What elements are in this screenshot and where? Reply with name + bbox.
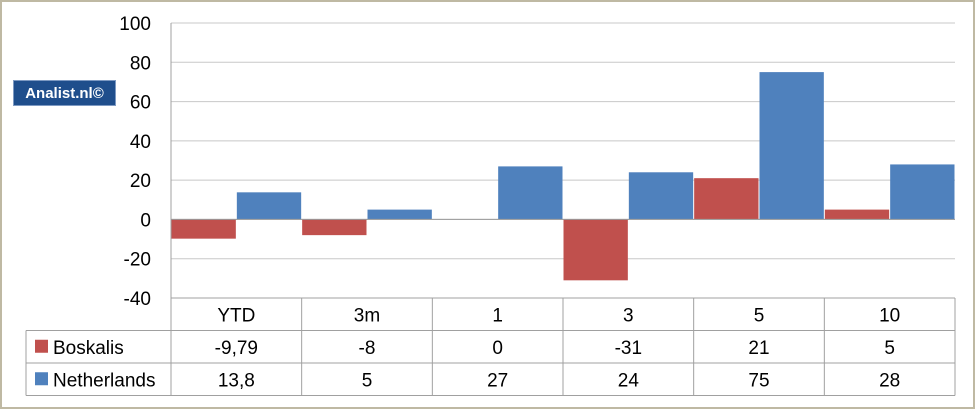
x-category-label: 1 — [492, 305, 503, 326]
watermark-badge: Analist.nl© — [13, 80, 116, 106]
bar-boskalis — [563, 219, 628, 281]
bar-netherlands — [759, 72, 824, 220]
x-category-label: 5 — [754, 305, 765, 326]
data-label: -9,79 — [215, 338, 258, 359]
bar-boskalis — [302, 219, 367, 236]
bar-netherlands — [367, 209, 432, 220]
y-tick-label: 20 — [130, 171, 151, 192]
y-tick-label: 80 — [130, 53, 151, 74]
y-tick-label: 60 — [130, 93, 151, 114]
y-tick-label: 100 — [119, 14, 151, 35]
data-label: 24 — [618, 370, 640, 391]
y-tick-label: 0 — [140, 210, 151, 231]
data-label: 0 — [492, 338, 503, 359]
legend-label-boskalis: Boskalis — [53, 338, 124, 359]
data-label: 27 — [487, 370, 508, 391]
data-label: 21 — [748, 338, 769, 359]
x-category-label: 10 — [879, 305, 900, 326]
data-label: -8 — [359, 338, 376, 359]
data-label: -31 — [615, 338, 642, 359]
bar-boskalis — [694, 178, 759, 220]
bar-boskalis — [824, 209, 890, 220]
x-category-label: 3 — [623, 305, 634, 326]
data-label: 75 — [748, 370, 769, 391]
legend-swatch-netherlands — [35, 372, 48, 386]
bar-netherlands — [236, 192, 302, 220]
legend-label-netherlands: Netherlands — [53, 370, 155, 391]
bar-netherlands — [890, 164, 955, 220]
x-category-label: 3m — [354, 305, 380, 326]
legend-swatch-boskalis — [35, 339, 48, 353]
data-label: 13,8 — [218, 370, 255, 391]
data-label: 5 — [884, 338, 895, 359]
bar-boskalis — [171, 219, 236, 239]
y-tick-label: -40 — [124, 289, 151, 310]
y-tick-label: -20 — [124, 250, 151, 271]
bar-netherlands — [628, 172, 694, 220]
data-label: 5 — [362, 370, 373, 391]
bar-netherlands — [498, 166, 563, 220]
data-label: 28 — [879, 370, 900, 391]
x-category-label: YTD — [217, 305, 255, 326]
y-tick-label: 40 — [130, 132, 151, 153]
